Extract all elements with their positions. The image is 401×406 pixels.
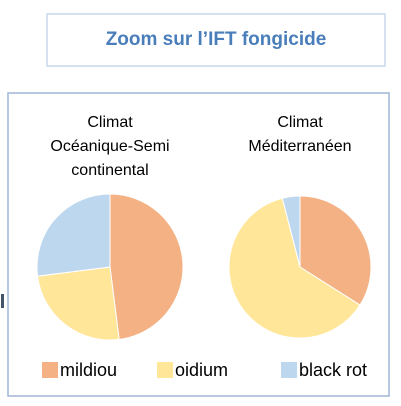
pie-title: Climat xyxy=(87,114,133,131)
legend-label: oidium xyxy=(175,360,228,380)
legend-swatch xyxy=(42,362,58,378)
pie-slice xyxy=(36,193,111,277)
pie-title: Océanique-Semi xyxy=(50,138,169,155)
legend-swatch xyxy=(157,362,173,378)
pie-slice xyxy=(228,197,361,339)
pie-slice xyxy=(281,195,301,268)
page-title: Zoom sur l’IFT fongicide xyxy=(106,29,327,50)
pie-title: continental xyxy=(71,162,148,179)
pie-title: Méditerranéen xyxy=(248,138,351,155)
legend-swatch xyxy=(281,362,297,378)
legend-label: mildiou xyxy=(60,360,117,380)
pie-title: Climat xyxy=(277,114,323,131)
pie-slice xyxy=(37,266,120,341)
pie-slice xyxy=(109,193,184,340)
legend-label: black rot xyxy=(299,360,367,380)
side-mark xyxy=(1,294,4,308)
title-box xyxy=(46,13,386,67)
